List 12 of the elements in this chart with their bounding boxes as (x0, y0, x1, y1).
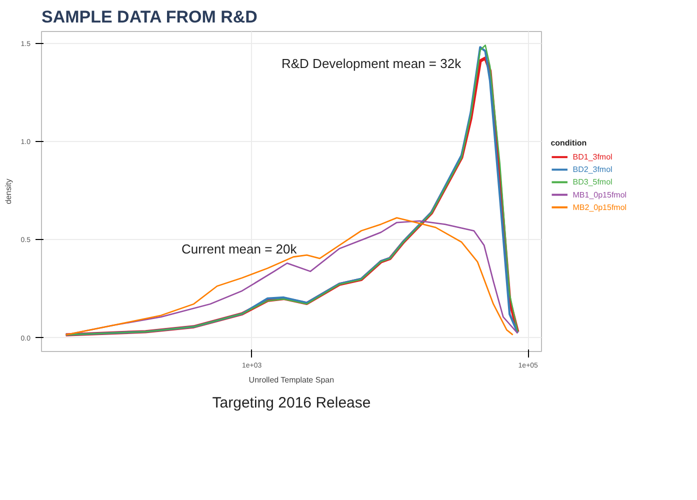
legend-label: BD2_3fmol (572, 165, 613, 174)
legend-label: BD1_3fmol (572, 152, 613, 162)
legend-label: BD3_5fmol (572, 178, 613, 187)
annotation: Current mean = 20k (182, 242, 298, 257)
text: Targeting 2016 Release (212, 394, 371, 412)
legend-title: condition (550, 138, 587, 148)
legend-label: MB2_0p15fmol (572, 202, 627, 212)
annotation: R&D Development mean = 32k (282, 56, 462, 71)
y-axis-title: density (4, 178, 13, 204)
x-axis-title: Unrolled Template Span (248, 376, 334, 384)
chart-title: SAMPLE DATA FROM R&D (42, 8, 258, 26)
legend-label: MB1_0p15fmol (572, 190, 627, 200)
